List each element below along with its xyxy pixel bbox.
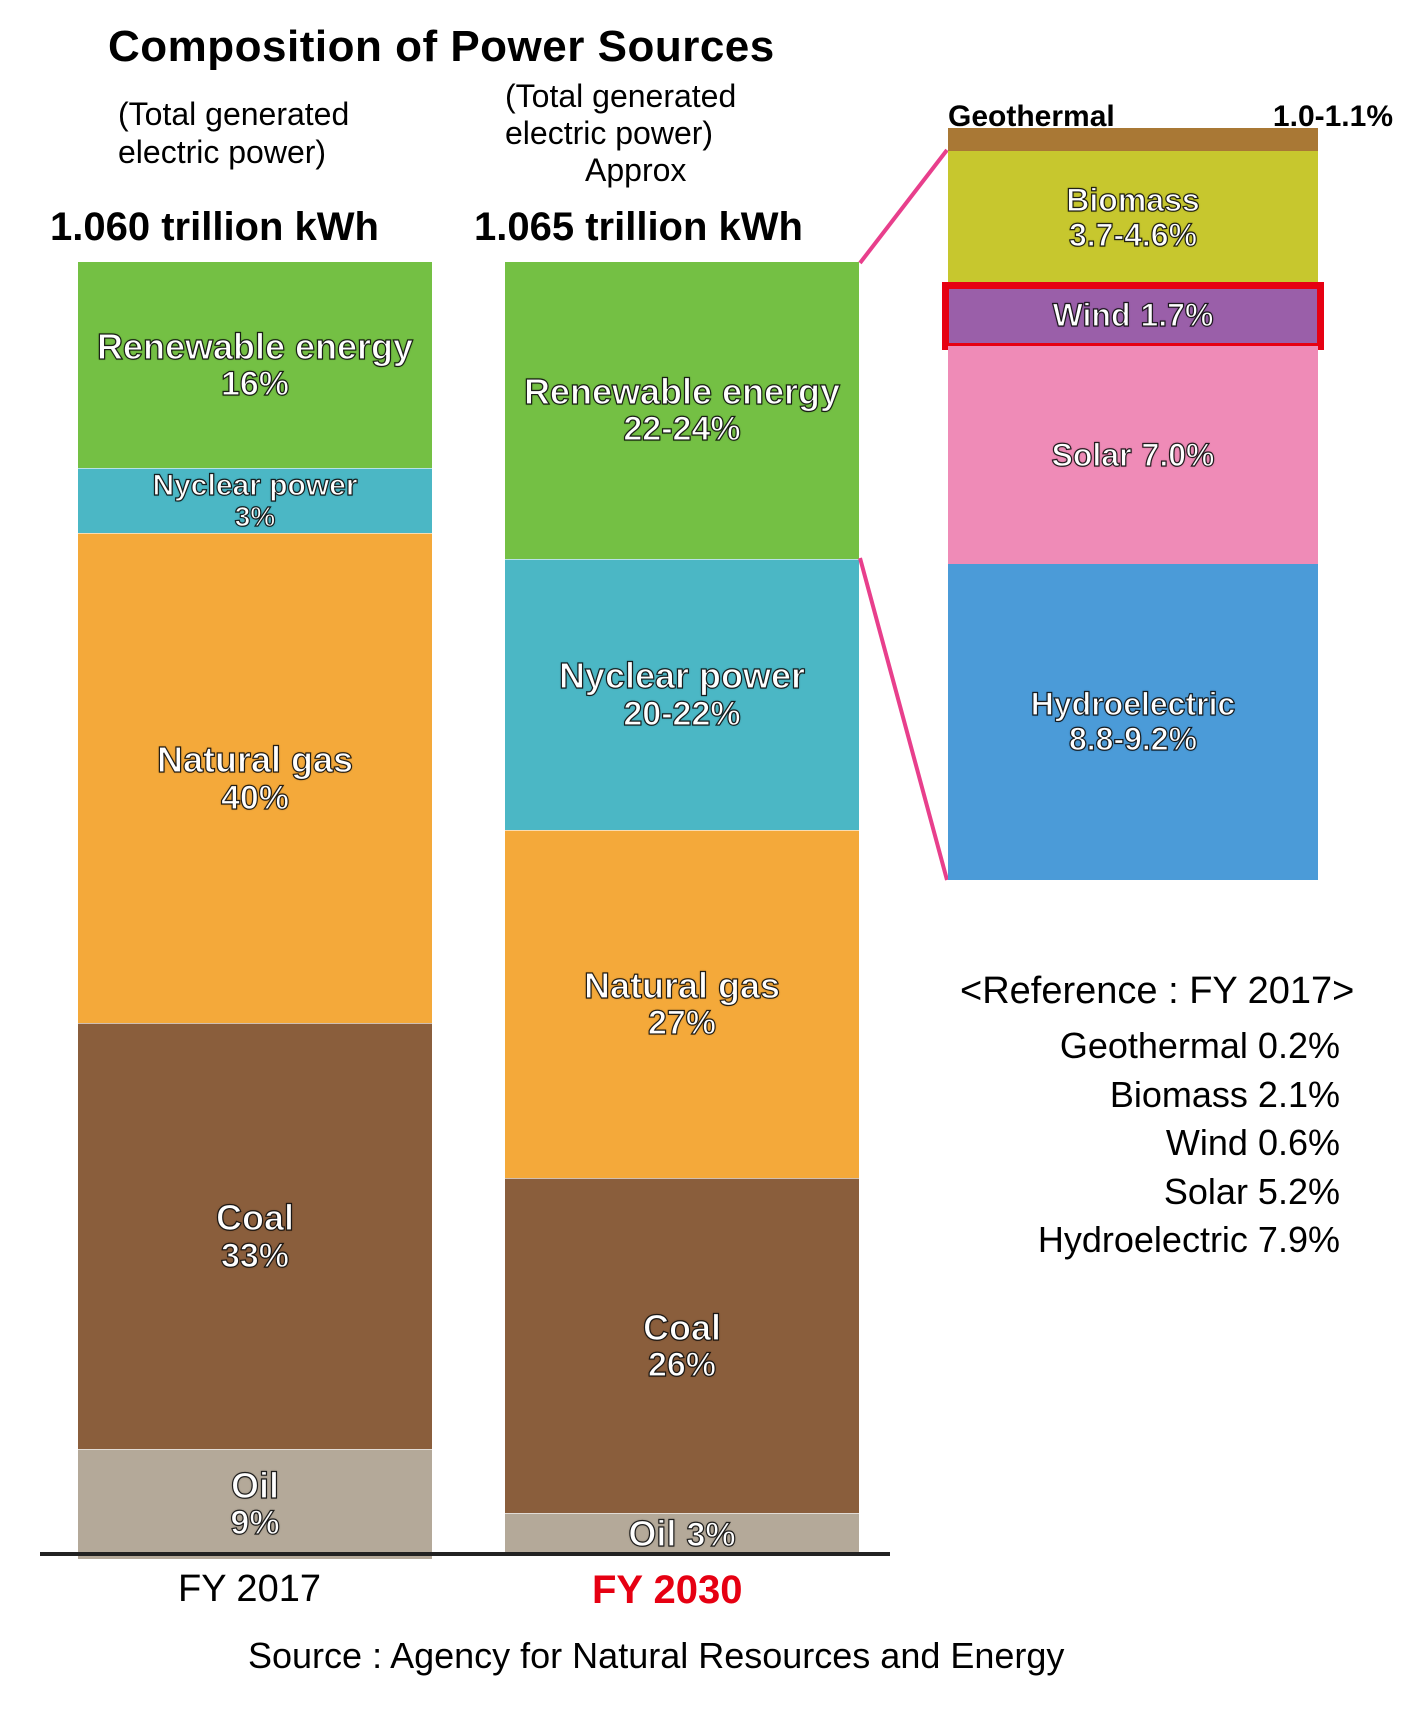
col2-stacked-bar: Renewable energy22-24%Nyclear power20-22…	[505, 262, 859, 1552]
breakdown-segment	[948, 128, 1318, 151]
col1-axis-label: FY 2017	[178, 1568, 321, 1611]
bar-segment: Coal26%	[505, 1178, 859, 1513]
breakdown-segment: Solar7.0%	[948, 346, 1318, 564]
bar-segment: Renewable energy22-24%	[505, 262, 859, 559]
breakdown-segment: Wind1.7%	[948, 286, 1318, 346]
bar-segment: Oil9%	[78, 1449, 432, 1559]
bar-segment: Natural gas40%	[78, 533, 432, 1023]
bar-segment: Natural gas27%	[505, 830, 859, 1178]
reference-item: Wind 0.6%	[960, 1119, 1340, 1168]
source-text: Source : Agency for Natural Resources an…	[248, 1635, 1064, 1677]
breakdown-segment: Hydroelectric8.8-9.2%	[948, 564, 1318, 880]
col2-total: 1.065 trillion kWh	[474, 205, 803, 250]
reference-item: Hydroelectric 7.9%	[960, 1216, 1340, 1265]
col1-total: 1.060 trillion kWh	[50, 205, 379, 250]
col2-axis-label: FY 2030	[592, 1568, 743, 1613]
reference-item: Biomass 2.1%	[960, 1071, 1340, 1120]
bar-segment: Renewable energy16%	[78, 262, 432, 468]
breakdown-stacked-bar: Biomass3.7-4.6%Wind1.7%Solar7.0%Hydroele…	[948, 128, 1318, 880]
bar-segment: Coal33%	[78, 1023, 432, 1449]
baseline-rule	[40, 1552, 890, 1556]
reference-title: <Reference : FY 2017>	[960, 970, 1354, 1013]
breakdown-segment: Biomass3.7-4.6%	[948, 151, 1318, 286]
page-title: Composition of Power Sources	[108, 22, 775, 72]
reference-list: Geothermal 0.2%Biomass 2.1%Wind 0.6%Sola…	[960, 1022, 1340, 1265]
col1-subtitle: (Total generated electric power)	[118, 95, 349, 172]
bar-segment: Oil3%	[505, 1513, 859, 1554]
col1-stacked-bar: Renewable energy16%Nyclear power3%Natura…	[78, 262, 432, 1552]
reference-item: Solar 5.2%	[960, 1168, 1340, 1217]
col2-subtitle: (Total generated electric power) Approx	[505, 78, 736, 188]
bar-segment: Nyclear power3%	[78, 468, 432, 533]
bar-segment: Nyclear power20-22%	[505, 559, 859, 830]
reference-item: Geothermal 0.2%	[960, 1022, 1340, 1071]
